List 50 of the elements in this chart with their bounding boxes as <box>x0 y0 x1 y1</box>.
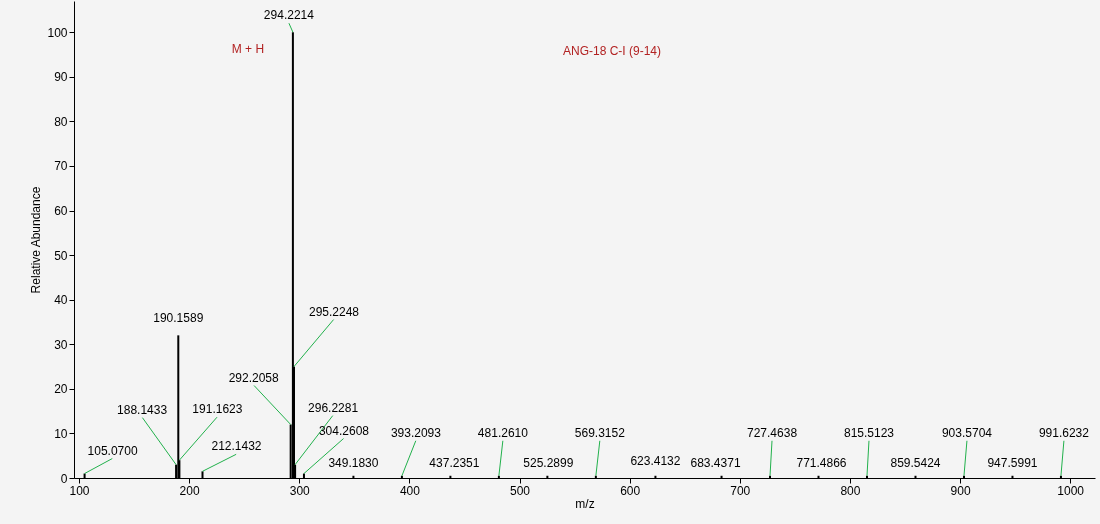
x-axis-title: m/z <box>575 496 595 511</box>
annotation: 296.2281 <box>308 400 359 415</box>
annotation: 623.4132 <box>630 453 681 468</box>
annotation: 569.3152 <box>574 425 626 440</box>
annotation: 903.5704 <box>941 425 993 440</box>
annotation: 947.5991 <box>987 455 1038 470</box>
y-axis-title: Relative Abundance <box>29 186 44 294</box>
y-tick-label: 50 <box>54 248 68 263</box>
y-tick-label: 90 <box>54 70 68 85</box>
y-tick-label: 0 <box>60 471 68 486</box>
annotation: 481.2610 <box>477 425 529 440</box>
annotation: 295.2248 <box>308 304 360 319</box>
x-tick-label: 400 <box>399 483 421 498</box>
annotation: 188.1433 <box>117 402 168 417</box>
annotation: 190.1589 <box>153 311 204 326</box>
annotation: 349.1830 <box>328 455 379 470</box>
annotation: 191.1623 <box>192 402 243 417</box>
x-tick-label: 100 <box>69 483 90 498</box>
x-tick-label: 500 <box>510 483 531 498</box>
x-tick-label: 200 <box>179 483 200 498</box>
x-tick-label: 900 <box>950 483 971 498</box>
annotation: 771.4866 <box>796 455 847 470</box>
y-tick-label: 100 <box>47 25 68 40</box>
y-tick-label: 10 <box>54 426 68 441</box>
annotation: 304.2608 <box>318 423 370 438</box>
y-tick-label: 60 <box>54 204 68 219</box>
y-tick-label: 30 <box>54 337 68 352</box>
y-tick-label: 80 <box>54 114 68 129</box>
annotation: 991.6232 <box>1038 425 1090 440</box>
annotation: 683.4371 <box>690 455 741 470</box>
x-tick-label: 800 <box>840 483 861 498</box>
annotation: 437.2351 <box>429 455 480 470</box>
annotation: 525.2899 <box>523 455 574 470</box>
annotation: 212.1432 <box>211 439 262 454</box>
annotation: M + H <box>231 42 265 57</box>
x-tick-label: 700 <box>730 483 751 498</box>
annotation: ANG-18 C-I (9-14) <box>562 44 662 58</box>
annotation: 105.0700 <box>87 443 138 458</box>
annotation: 859.5424 <box>890 455 941 470</box>
x-tick-label: 300 <box>289 483 311 498</box>
x-tick-label: 1000 <box>1057 483 1085 498</box>
annotation: 815.5123 <box>843 425 895 440</box>
y-tick-label: 20 <box>54 382 68 397</box>
y-tick-label: 40 <box>54 293 68 308</box>
annotation: 294.2214 <box>263 8 315 23</box>
y-tick-label: 70 <box>54 159 68 174</box>
annotation: 393.2093 <box>390 425 442 440</box>
annotation: 727.4638 <box>747 425 798 440</box>
x-tick-label: 600 <box>620 483 641 498</box>
annotation: 292.2058 <box>228 370 280 385</box>
